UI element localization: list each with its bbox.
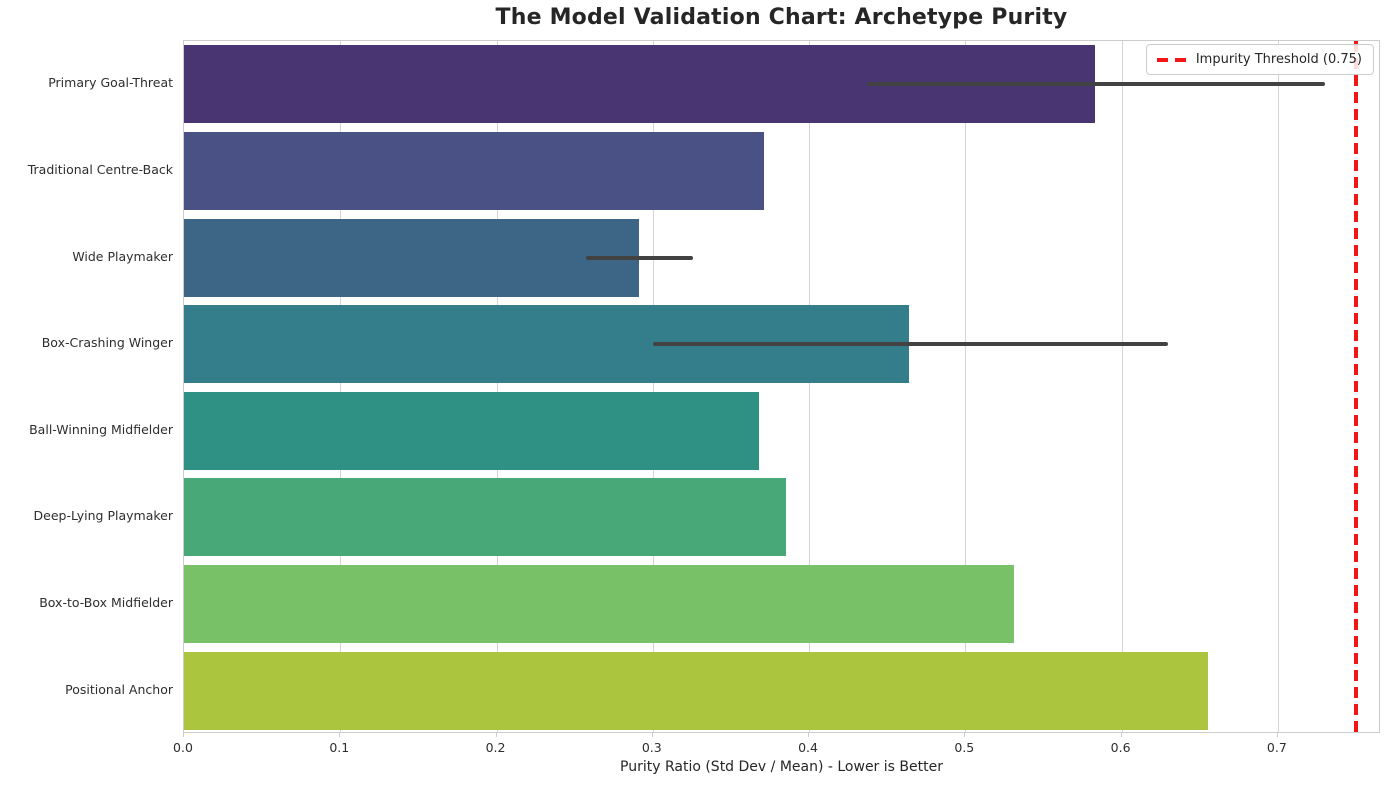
- x-axis-label: Purity Ratio (Std Dev / Mean) - Lower is…: [620, 759, 943, 775]
- xtick-label-0.3: 0.3: [641, 740, 662, 755]
- gridline-x-0.1: [340, 41, 342, 732]
- bar-deep-lying-playmaker: [184, 478, 786, 557]
- errorbar-box-crashing-winger: [652, 342, 1169, 347]
- xtick-label-0.4: 0.4: [798, 740, 818, 755]
- xtick-mark-0.1: [339, 733, 341, 737]
- xtick-label-0.1: 0.1: [329, 740, 350, 755]
- ytick-label-wide-playmaker: Wide Playmaker: [72, 248, 173, 264]
- bar-traditional-centre-back: [184, 131, 764, 210]
- xtick-mark-0.6: [1120, 733, 1122, 737]
- plot-area: Impurity Threshold (0.75): [183, 40, 1380, 733]
- legend-label: Impurity Threshold (0.75): [1195, 52, 1362, 67]
- xtick-mark-0.7: [1276, 733, 1278, 737]
- ytick-label-ball-winning-midfielder: Ball-Winning Midfielder: [29, 421, 173, 437]
- bar-wide-playmaker: [184, 218, 639, 297]
- ytick-label-box-to-box-midfielder: Box-to-Box Midfielder: [39, 595, 173, 611]
- xtick-label-0.6: 0.6: [1110, 740, 1131, 755]
- ytick-label-traditional-centre-back: Traditional Centre-Back: [27, 161, 173, 177]
- ytick-label-deep-lying-playmaker: Deep-Lying Playmaker: [33, 508, 174, 524]
- xtick-mark-0.3: [651, 733, 653, 737]
- gridline-x-0.2: [496, 41, 498, 732]
- xtick-mark-0.0: [183, 733, 184, 737]
- xtick-mark-0.4: [808, 733, 810, 737]
- xtick-label-0.2: 0.2: [485, 740, 506, 755]
- ytick-label-primary-goal-threat: Primary Goal-Threat: [48, 75, 173, 91]
- ytick-label-positional-anchor: Positional Anchor: [65, 681, 173, 697]
- gridline-x-0.3: [652, 41, 654, 732]
- xtick-label-0.5: 0.5: [954, 740, 975, 755]
- gridline-x-0.4: [809, 41, 811, 732]
- bar-positional-anchor: [184, 651, 1208, 730]
- errorbar-primary-goal-threat: [866, 82, 1325, 87]
- ytick-label-box-crashing-winger: Box-Crashing Winger: [41, 335, 173, 351]
- legend: Impurity Threshold (0.75): [1145, 44, 1374, 75]
- bar-box-to-box-midfielder: [184, 565, 1014, 644]
- xtick-mark-0.2: [495, 733, 497, 737]
- threshold-legend-dash-icon: [1156, 57, 1187, 62]
- gridline-x-0.6: [1121, 41, 1123, 732]
- gridline-x-0.7: [1277, 41, 1279, 732]
- chart-title: The Model Validation Chart: Archetype Pu…: [495, 5, 1068, 30]
- xtick-label-0.0: 0.0: [173, 740, 193, 755]
- xtick-label-0.7: 0.7: [1266, 740, 1287, 755]
- gridline-x-0.5: [965, 41, 967, 732]
- xtick-mark-0.5: [964, 733, 966, 737]
- bar-ball-winning-midfielder: [184, 391, 760, 470]
- impurity-threshold-line: [1354, 41, 1358, 732]
- errorbar-wide-playmaker: [585, 255, 694, 260]
